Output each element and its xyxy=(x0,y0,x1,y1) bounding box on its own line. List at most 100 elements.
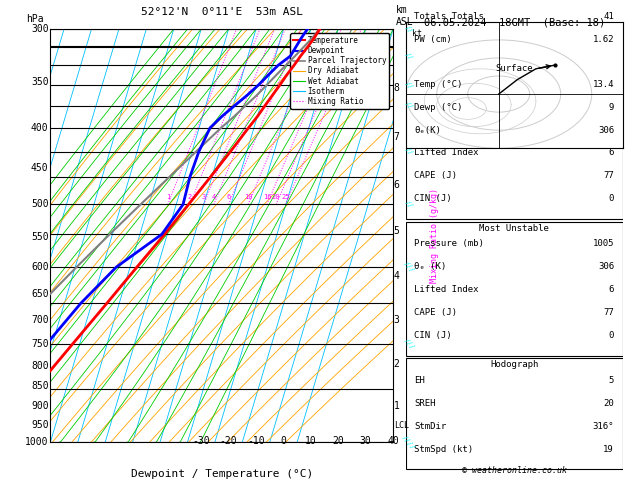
Text: 316°: 316° xyxy=(593,422,614,431)
Text: 650: 650 xyxy=(31,290,48,299)
Text: 1.62: 1.62 xyxy=(593,35,614,44)
Text: LCL: LCL xyxy=(394,421,409,430)
Text: //: // xyxy=(404,146,414,156)
Text: 40: 40 xyxy=(387,436,399,447)
Text: 950: 950 xyxy=(31,419,48,430)
Text: 5: 5 xyxy=(394,226,399,236)
Text: 20: 20 xyxy=(332,436,344,447)
Text: CIN (J): CIN (J) xyxy=(415,330,452,340)
Text: 800: 800 xyxy=(31,361,48,371)
Text: 6: 6 xyxy=(394,179,399,190)
Text: -30: -30 xyxy=(192,436,210,447)
Text: //: // xyxy=(404,199,414,209)
Text: 300: 300 xyxy=(31,24,48,34)
Text: 10: 10 xyxy=(305,436,317,447)
Text: 700: 700 xyxy=(31,315,48,325)
Text: PW (cm): PW (cm) xyxy=(415,35,452,44)
Text: 3: 3 xyxy=(394,315,399,326)
Text: Lifted Index: Lifted Index xyxy=(415,285,479,294)
Text: Most Unstable: Most Unstable xyxy=(479,224,549,232)
Text: 0: 0 xyxy=(609,330,614,340)
Text: EH: EH xyxy=(415,376,425,385)
Text: StmSpd (kt): StmSpd (kt) xyxy=(415,445,474,453)
Text: Hodograph: Hodograph xyxy=(490,360,538,369)
Text: θₑ (K): θₑ (K) xyxy=(415,262,447,271)
Text: 0: 0 xyxy=(609,194,614,203)
Text: 6: 6 xyxy=(609,148,614,157)
Text: Dewp (°C): Dewp (°C) xyxy=(415,103,463,112)
Text: -10: -10 xyxy=(247,436,265,447)
Text: 3: 3 xyxy=(202,194,206,200)
Text: 13.4: 13.4 xyxy=(593,80,614,89)
Text: © weatheronline.co.uk: © weatheronline.co.uk xyxy=(462,466,567,475)
Text: 1005: 1005 xyxy=(593,240,614,248)
Text: 6: 6 xyxy=(226,194,231,200)
Text: kt: kt xyxy=(412,29,422,38)
Text: 30: 30 xyxy=(360,436,372,447)
Text: 77: 77 xyxy=(603,171,614,180)
Text: 600: 600 xyxy=(31,262,48,272)
Text: 8: 8 xyxy=(394,83,399,93)
Legend: Temperature, Dewpoint, Parcel Trajectory, Dry Adiabat, Wet Adiabat, Isotherm, Mi: Temperature, Dewpoint, Parcel Trajectory… xyxy=(290,33,389,109)
Text: 0: 0 xyxy=(281,436,286,447)
Text: 16: 16 xyxy=(263,194,271,200)
Text: 1: 1 xyxy=(165,194,170,200)
Text: 306: 306 xyxy=(598,262,614,271)
Text: ///: /// xyxy=(403,260,415,274)
Text: 500: 500 xyxy=(31,199,48,209)
Text: 20: 20 xyxy=(272,194,281,200)
Text: 25: 25 xyxy=(281,194,290,200)
Bar xyxy=(406,358,623,469)
Text: 4: 4 xyxy=(212,194,216,200)
Text: 7: 7 xyxy=(394,132,399,142)
Text: CIN (J): CIN (J) xyxy=(415,194,452,203)
Text: 450: 450 xyxy=(31,163,48,174)
Text: Lifted Index: Lifted Index xyxy=(415,148,479,157)
Text: CAPE (J): CAPE (J) xyxy=(415,171,457,180)
Bar xyxy=(406,222,623,356)
Text: 1: 1 xyxy=(394,400,399,411)
Text: 52°12'N  0°11'E  53m ASL: 52°12'N 0°11'E 53m ASL xyxy=(141,7,303,17)
Text: Surface: Surface xyxy=(496,64,533,73)
Text: 77: 77 xyxy=(603,308,614,317)
Text: //: // xyxy=(404,80,414,90)
Text: θₑ(K): θₑ(K) xyxy=(415,125,442,135)
Text: StmDir: StmDir xyxy=(415,422,447,431)
Bar xyxy=(406,0,623,59)
Text: 2: 2 xyxy=(394,359,399,368)
Text: 41: 41 xyxy=(603,12,614,21)
Text: ///: /// xyxy=(403,337,415,350)
Text: //: // xyxy=(404,51,414,61)
Text: 900: 900 xyxy=(31,401,48,411)
Text: km
ASL: km ASL xyxy=(396,5,414,27)
Text: 850: 850 xyxy=(31,382,48,392)
Text: -20: -20 xyxy=(220,436,237,447)
Text: 550: 550 xyxy=(31,232,48,242)
Bar xyxy=(406,62,623,219)
Text: 350: 350 xyxy=(31,77,48,87)
Text: Pressure (mb): Pressure (mb) xyxy=(415,240,484,248)
Text: //: // xyxy=(404,24,414,35)
Text: SREH: SREH xyxy=(415,399,436,408)
Text: 1000: 1000 xyxy=(25,437,48,447)
Text: 9: 9 xyxy=(609,103,614,112)
Text: 5: 5 xyxy=(609,376,614,385)
Text: 6: 6 xyxy=(609,285,614,294)
Text: 750: 750 xyxy=(31,339,48,348)
Text: 06.05.2024  18GMT  (Base: 18): 06.05.2024 18GMT (Base: 18) xyxy=(423,17,605,27)
Text: 2: 2 xyxy=(188,194,192,200)
Text: Dewpoint / Temperature (°C): Dewpoint / Temperature (°C) xyxy=(131,469,313,479)
Text: Mixing Ratio (g/kg): Mixing Ratio (g/kg) xyxy=(430,188,439,283)
Text: Totals Totals: Totals Totals xyxy=(415,12,484,21)
Text: 19: 19 xyxy=(603,445,614,453)
Text: CAPE (J): CAPE (J) xyxy=(415,308,457,317)
Text: 20: 20 xyxy=(603,399,614,408)
Text: 400: 400 xyxy=(31,123,48,133)
Text: hPa: hPa xyxy=(26,14,44,24)
Text: 10: 10 xyxy=(244,194,252,200)
Text: Temp (°C): Temp (°C) xyxy=(415,80,463,89)
Text: ////: //// xyxy=(401,434,416,451)
Text: 4: 4 xyxy=(394,271,399,281)
Text: //: // xyxy=(404,101,414,111)
Text: 306: 306 xyxy=(598,125,614,135)
